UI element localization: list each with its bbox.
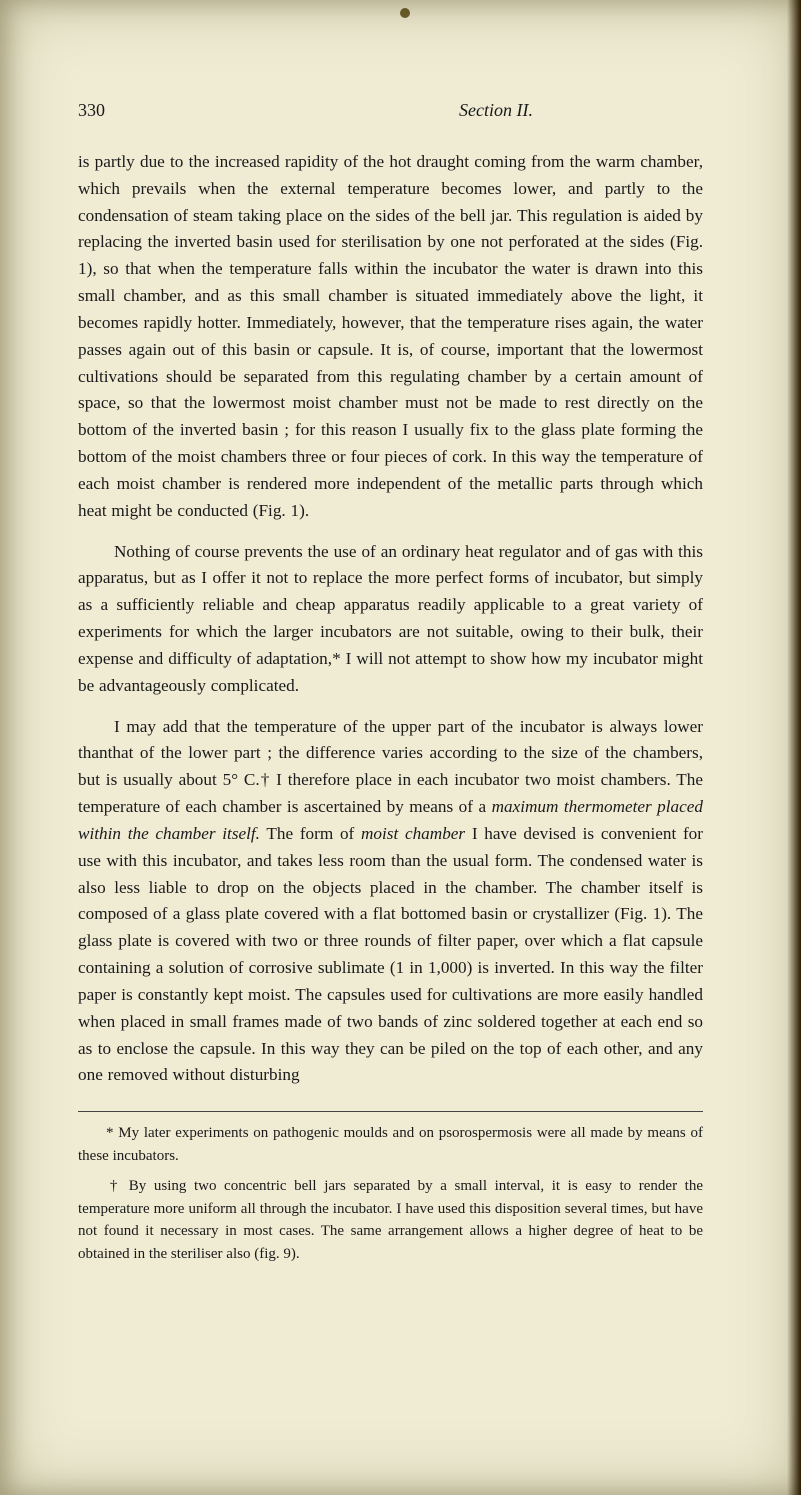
- section-title: Section II.: [459, 100, 533, 121]
- paragraph-3: I may add that the temperature of the up…: [78, 714, 703, 1090]
- paragraph-3-text: I may add that the temperature of the up…: [78, 717, 703, 1085]
- page-number: 330: [78, 100, 105, 121]
- footnote-2: † By using two concentric bell jars sepa…: [78, 1175, 703, 1265]
- page-right-edge-shadow: [787, 0, 801, 1495]
- paragraph-2: Nothing of course prevents the use of an…: [78, 539, 703, 700]
- footnote-1-text: * My later experiments on pathogenic mou…: [78, 1125, 703, 1164]
- page-text-block: 330 Section II. is partly due to the inc…: [78, 100, 703, 1273]
- page-blemish-dot: [400, 8, 410, 18]
- footnote-1: * My later experiments on pathogenic mou…: [78, 1122, 703, 1167]
- footnote-2-text: † By using two concentric bell jars sepa…: [78, 1178, 703, 1262]
- running-header: 330 Section II.: [78, 100, 703, 121]
- paragraph-2-text: Nothing of course prevents the use of an…: [78, 542, 703, 695]
- paragraph-1: is partly due to the increased rapidity …: [78, 149, 703, 525]
- paragraph-1-text: is partly due to the increased rapidity …: [78, 152, 703, 520]
- footnote-rule: [78, 1111, 703, 1112]
